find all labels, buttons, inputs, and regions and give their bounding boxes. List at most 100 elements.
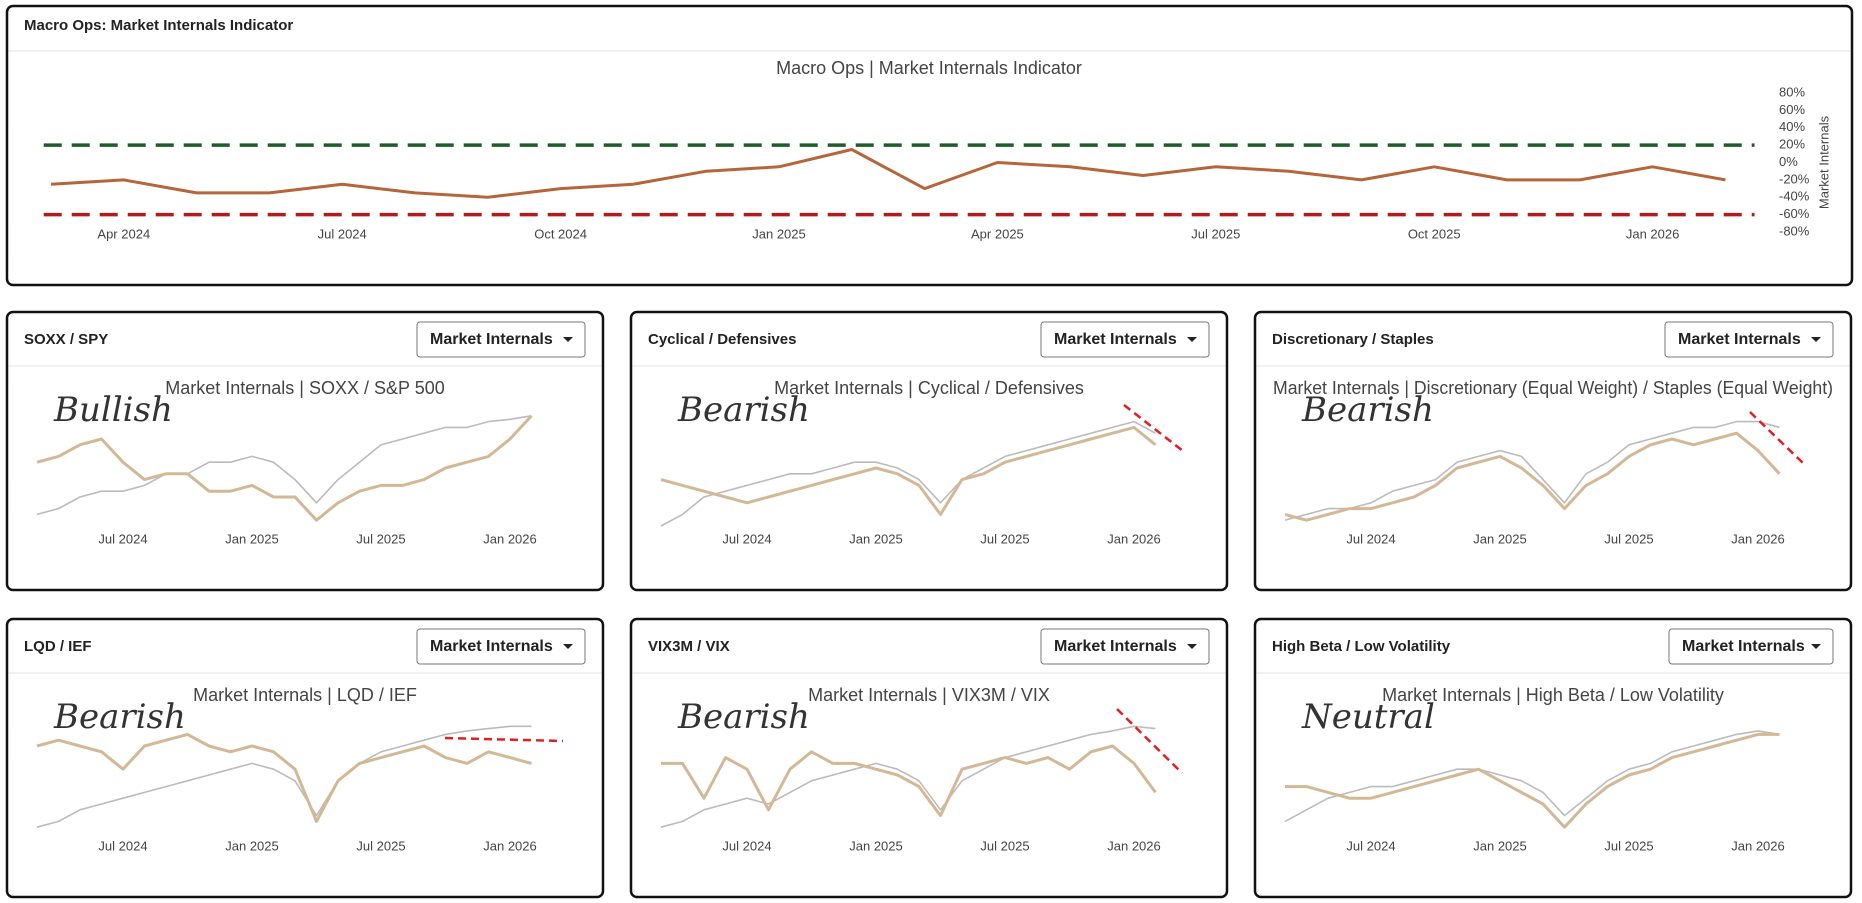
dropdown-caret[interactable] [563, 337, 573, 342]
dropdown-button[interactable] [1040, 321, 1210, 358]
dropdown-caret[interactable] [563, 644, 573, 649]
y-tick-label: 20% [1779, 137, 1805, 152]
dropdown[interactable]: Market Internals [1664, 321, 1834, 358]
panel-title: Macro Ops: Market Internals Indicator [24, 17, 293, 34]
y-tick-label: -60% [1779, 206, 1810, 221]
dropdown[interactable]: Market Internals [1040, 628, 1210, 665]
sentiment-annotation: Bearish [53, 697, 186, 737]
y-tick-label: -20% [1779, 171, 1810, 186]
x-tick-label: Jul 2024 [318, 226, 367, 241]
dropdown-button[interactable] [1668, 628, 1834, 665]
y-tick-label: 60% [1779, 102, 1805, 117]
panel-title: Cyclical / Defensives [648, 331, 796, 348]
series-line [1284, 420, 1780, 521]
dropdown[interactable]: Market Internals [1040, 321, 1210, 358]
chart-title: Market Internals | Discretionary (Equal … [1273, 378, 1833, 398]
x-tick-label: Jul 2025 [1604, 838, 1653, 853]
dropdown-caret[interactable] [1811, 644, 1821, 649]
dropdown-caret[interactable] [1187, 644, 1197, 649]
dropdown[interactable]: Market Internals [416, 628, 586, 665]
series-line [1284, 431, 1781, 522]
x-tick-label: Apr 2025 [971, 226, 1024, 241]
x-tick-label: Jul 2024 [722, 531, 771, 546]
x-tick-label: Jan 2026 [483, 531, 537, 546]
chart-title: Market Internals | SOXX / S&P 500 [165, 378, 444, 398]
x-tick-label: Oct 2024 [534, 226, 587, 241]
dropdown-button[interactable] [1040, 628, 1210, 665]
dropdown-button[interactable] [1664, 321, 1834, 358]
x-tick-label: Jul 2025 [980, 838, 1029, 853]
panel-title: VIX3M / VIX [648, 638, 730, 655]
chart-title: Macro Ops | Market Internals Indicator [776, 58, 1082, 78]
trend-annotation [444, 736, 564, 743]
dropdown-caret[interactable] [1811, 337, 1821, 342]
panel [5, 310, 605, 592]
dropdown[interactable]: Market Internals [1668, 628, 1834, 665]
panel-title: High Beta / Low Volatility [1272, 638, 1451, 655]
x-tick-label: Jan 2026 [1107, 838, 1161, 853]
y-tick-label: -80% [1779, 223, 1810, 238]
x-tick-label: Jul 2025 [356, 838, 405, 853]
series-line [36, 725, 532, 828]
y-axis-label: Market Internals [1816, 115, 1831, 209]
x-tick-label: Jul 2025 [356, 531, 405, 546]
series-line [660, 425, 1157, 516]
dropdown-button[interactable] [416, 628, 586, 665]
sentiment-annotation: Neutral [1301, 697, 1435, 737]
x-tick-label: Jan 2026 [1107, 531, 1161, 546]
dropdown-label[interactable]: Market Internals [1054, 331, 1177, 348]
x-tick-label: Jul 2024 [98, 531, 147, 546]
x-tick-label: Jul 2024 [1346, 838, 1395, 853]
series-line [1284, 730, 1780, 823]
series-line [36, 732, 532, 823]
x-tick-label: Jan 2025 [752, 226, 806, 241]
chart-title: Market Internals | LQD / IEF [193, 685, 417, 705]
dropdown-label[interactable]: Market Internals [1682, 638, 1805, 655]
series-line [660, 420, 1156, 527]
series-line [50, 148, 1726, 199]
x-tick-label: Jul 2024 [1346, 531, 1395, 546]
series-line [660, 725, 1156, 828]
x-tick-label: Jan 2025 [1473, 838, 1527, 853]
chart-title: Market Internals | High Beta / Low Volat… [1382, 685, 1724, 705]
y-tick-label: 40% [1779, 119, 1805, 134]
x-tick-label: Oct 2025 [1408, 226, 1461, 241]
series-line [36, 415, 532, 516]
sentiment-annotation: Bearish [677, 390, 810, 430]
dropdown[interactable]: Market Internals [416, 321, 586, 358]
x-tick-label: Apr 2024 [97, 226, 150, 241]
panel [629, 617, 1229, 899]
x-tick-label: Jan 2025 [1473, 531, 1527, 546]
x-tick-label: Jul 2024 [98, 838, 147, 853]
panel [5, 617, 605, 899]
panel-title: SOXX / SPY [24, 331, 108, 348]
x-tick-label: Jan 2025 [225, 531, 279, 546]
sentiment-annotation: Bearish [1301, 390, 1434, 430]
x-tick-label: Jan 2025 [849, 531, 903, 546]
series-line [36, 414, 533, 522]
dropdown-label[interactable]: Market Internals [430, 638, 553, 655]
y-tick-label: 80% [1779, 84, 1805, 99]
x-tick-label: Jul 2025 [980, 531, 1029, 546]
trend-annotation [1116, 708, 1183, 774]
series-line [661, 744, 1157, 818]
panel-title: Discretionary / Staples [1272, 331, 1434, 348]
panel [629, 310, 1229, 592]
x-tick-label: Jul 2025 [1191, 226, 1240, 241]
panel-title: LQD / IEF [24, 638, 92, 655]
dropdown-label[interactable]: Market Internals [430, 331, 553, 348]
dropdown-button[interactable] [416, 321, 586, 358]
y-tick-label: 0% [1779, 154, 1798, 169]
x-tick-label: Jan 2026 [1731, 531, 1785, 546]
dropdown-label[interactable]: Market Internals [1678, 331, 1801, 348]
series-line [1285, 732, 1780, 829]
dropdown-caret[interactable] [1187, 337, 1197, 342]
sentiment-annotation: Bearish [677, 697, 810, 737]
chart-title: Market Internals | VIX3M / VIX [808, 685, 1050, 705]
dropdown-label[interactable]: Market Internals [1054, 638, 1177, 655]
sentiment-annotation: Bullish [53, 390, 173, 430]
x-tick-label: Jan 2026 [1626, 226, 1680, 241]
y-tick-label: -40% [1779, 189, 1810, 204]
